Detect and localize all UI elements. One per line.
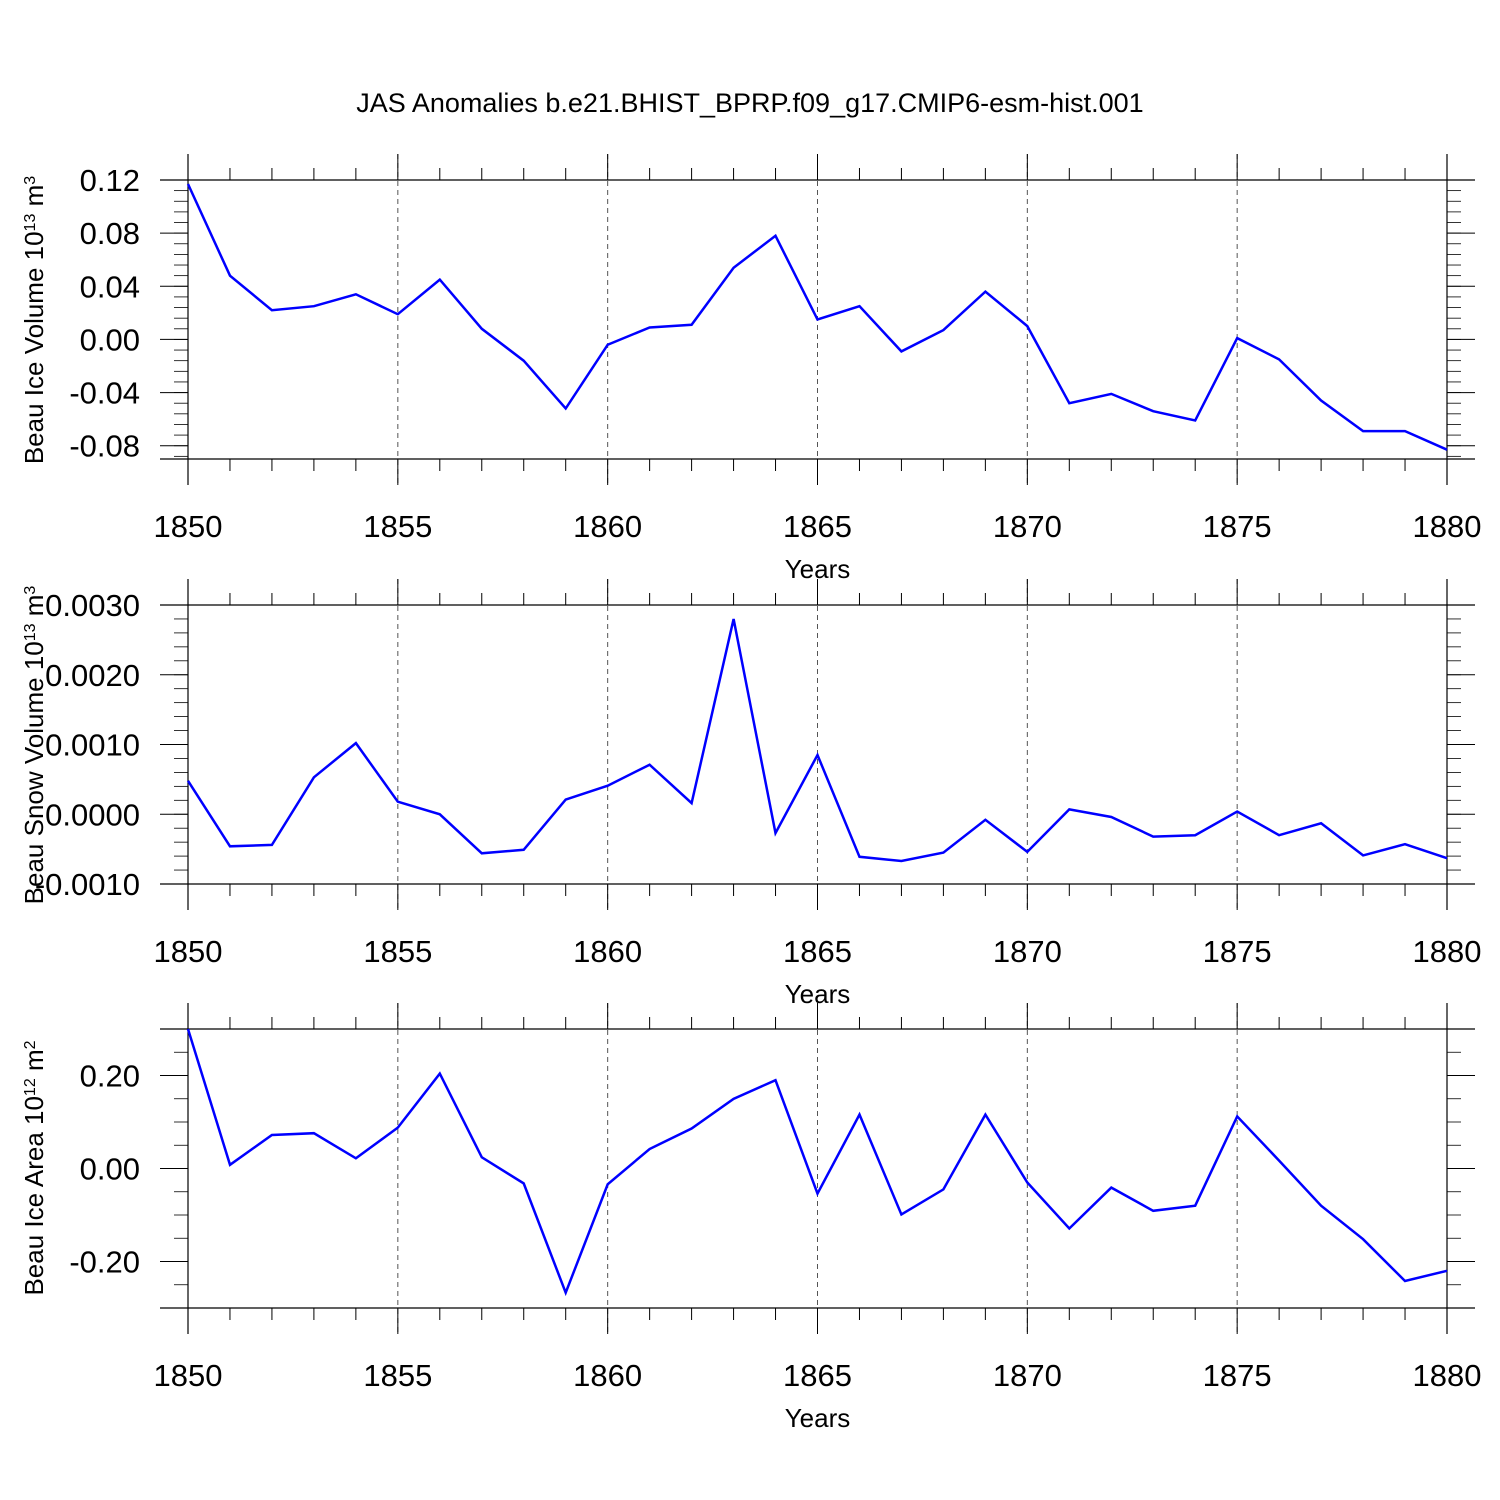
data-series-line	[186, 183, 1448, 451]
y-axis-label: Beau Ice Volume 1013 m3	[19, 176, 49, 464]
chart-title: JAS Anomalies b.e21.BHIST_BPRP.f09_g17.C…	[356, 88, 1144, 118]
panel-ice-area: 0.20 0.00 -0.20 1850 1855 1860 1865 1870 1875 188…	[19, 1003, 1481, 1433]
y-tick-label: 0.0000	[45, 797, 140, 832]
x-tick-label: 1870	[993, 1358, 1062, 1393]
x-tick-label: 1880	[1413, 509, 1482, 544]
x-tick-label: 1870	[993, 509, 1062, 544]
y-tick-label: 0.0010	[45, 728, 140, 763]
x-tick-label: 1855	[363, 934, 432, 969]
x-tick-label: 1865	[783, 509, 852, 544]
x-axis-label: Years	[785, 1403, 851, 1433]
x-tick-label: 1850	[154, 509, 223, 544]
y-tick-label: 0.08	[80, 216, 140, 251]
x-tick-label: 1850	[154, 1358, 223, 1393]
x-tick-label: 1875	[1203, 934, 1272, 969]
y-tick-label: -0.0010	[35, 867, 140, 902]
x-tick-label: 1865	[783, 934, 852, 969]
x-tick-label: 1870	[993, 934, 1062, 969]
y-tick-label: 0.12	[80, 163, 140, 198]
x-tick-label: 1860	[573, 1358, 642, 1393]
data-series-line	[186, 618, 1448, 863]
x-tick-label: 1865	[783, 1358, 852, 1393]
x-tick-label: 1880	[1413, 934, 1482, 969]
y-axis-label: Beau Ice Area 1012 m2	[19, 1040, 49, 1295]
data-series-line	[186, 1028, 1448, 1297]
y-tick-label: 0.00	[80, 322, 140, 357]
x-tick-label: 1875	[1203, 509, 1272, 544]
x-tick-label: 1850	[154, 934, 223, 969]
x-tick-label: 1880	[1413, 1358, 1482, 1393]
x-tick-label: 1855	[363, 509, 432, 544]
panel-ice-volume: 0.12 0.08 0.04 0.00 -0.04 -0.08 1850 1855 1860 18…	[19, 154, 1481, 584]
panel-snow-volume: 0.0030 0.0020 0.0010 0.0000 -0.0010 1850 1855 1…	[19, 579, 1481, 1009]
x-tick-label: 1855	[363, 1358, 432, 1393]
y-tick-label: 0.0020	[45, 658, 140, 693]
x-tick-label: 1860	[573, 509, 642, 544]
y-tick-label: -0.20	[69, 1245, 140, 1280]
x-tick-label: 1860	[573, 934, 642, 969]
x-tick-label: 1875	[1203, 1358, 1272, 1393]
y-tick-label: 0.20	[80, 1059, 140, 1094]
y-tick-label: 0.00	[80, 1152, 140, 1187]
y-tick-label: 0.04	[80, 269, 140, 304]
y-tick-label: -0.08	[69, 429, 140, 464]
y-tick-label: -0.04	[69, 376, 140, 411]
y-axis-label: Beau Snow Volume 1013 m3	[19, 586, 49, 905]
y-tick-label: 0.0030	[45, 588, 140, 623]
